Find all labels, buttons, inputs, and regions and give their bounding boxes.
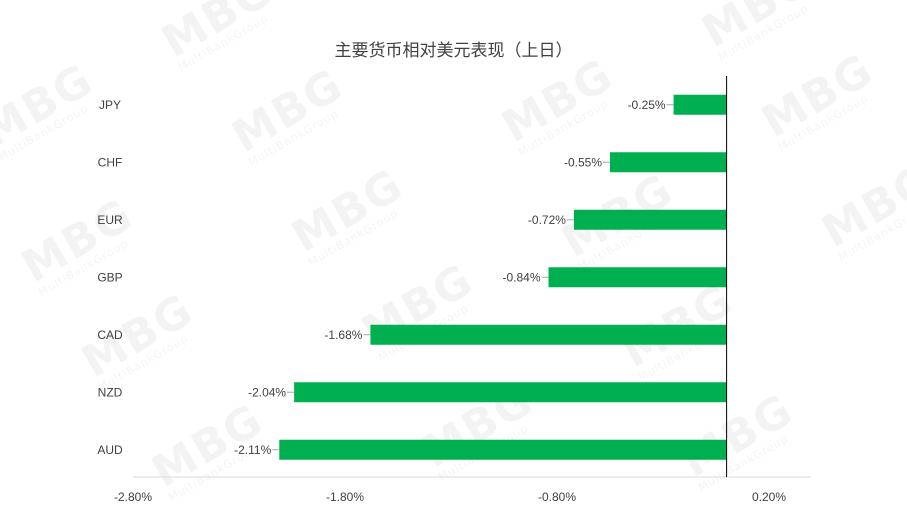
x-tick-label: -1.80%	[326, 490, 364, 504]
category-label: JPY	[99, 98, 121, 112]
data-label: -0.72%	[528, 213, 566, 227]
category-label: NZD	[98, 385, 123, 399]
data-label: -0.25%	[628, 98, 666, 112]
category-label: CHF	[98, 155, 123, 169]
category-label: EUR	[97, 213, 123, 227]
category-label: AUD	[97, 443, 123, 457]
bar	[573, 209, 727, 230]
x-tick-label: -2.80%	[114, 490, 152, 504]
data-label: -0.84%	[502, 270, 540, 284]
bar	[370, 324, 727, 345]
chart-title: 主要货币相对美元表现（上日）	[334, 41, 573, 61]
x-tick-label: 0.20%	[752, 490, 786, 504]
data-label: -0.55%	[564, 155, 602, 169]
data-label: -2.11%	[234, 443, 271, 457]
data-label: -1.68%	[324, 328, 362, 342]
data-label: -2.04%	[248, 385, 286, 399]
bar	[673, 94, 727, 115]
bar	[279, 439, 727, 460]
category-label: CAD	[97, 328, 123, 342]
bar	[610, 152, 727, 173]
bar	[548, 267, 727, 288]
category-label: GBP	[97, 270, 122, 284]
bar	[294, 382, 727, 403]
x-tick-label: -0.80%	[538, 490, 576, 504]
